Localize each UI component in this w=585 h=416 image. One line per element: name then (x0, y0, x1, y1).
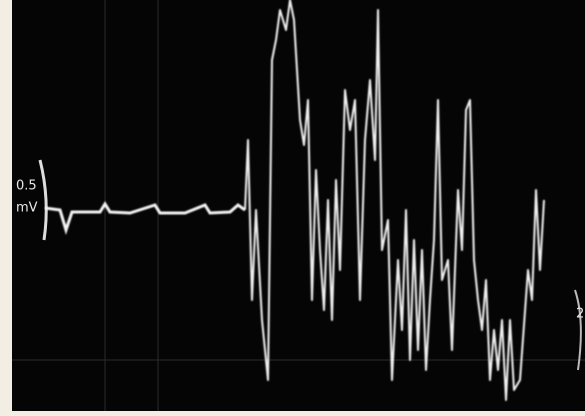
activity-trace (244, 0, 545, 401)
trace (44, 0, 545, 401)
amplitude-value: 0.5 (16, 179, 37, 194)
scale-bracket (574, 289, 582, 371)
right-edge-value: 2 (576, 307, 584, 322)
baseline-trace (44, 201, 246, 235)
scale-bracket (38, 159, 48, 241)
amplitude-unit: mV (16, 201, 38, 216)
